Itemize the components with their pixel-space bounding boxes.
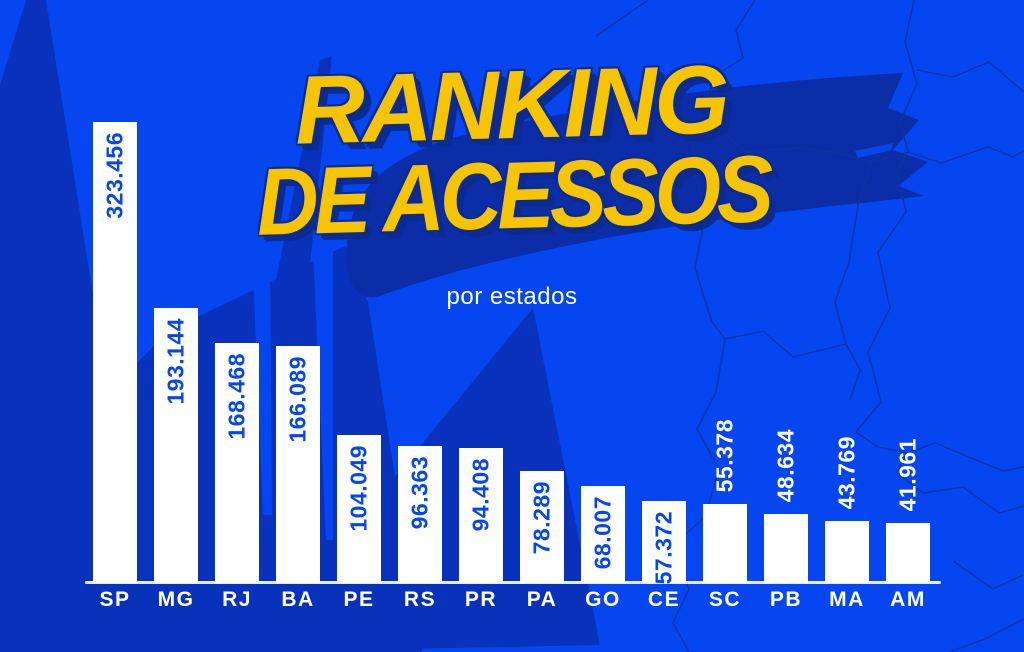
bar-PE — [337, 435, 381, 583]
bar-column-RS: 96.363 RS — [398, 69, 442, 611]
bar-SP — [93, 122, 137, 583]
bar-column-PA: 78.289 PA — [520, 69, 564, 611]
value-label-GO: 68.007 — [589, 496, 616, 570]
value-label-MA: 43.769 — [833, 435, 860, 509]
x-axis-label-PA: PA — [526, 588, 558, 611]
value-label-AM: 41.961 — [894, 437, 921, 511]
x-axis-label-MA: MA — [829, 588, 865, 611]
brazil-map-outline — [595, 0, 1024, 652]
x-axis-label-RJ: RJ — [222, 588, 252, 611]
x-axis-line — [85, 581, 941, 584]
x-axis-label-PB: PB — [769, 588, 803, 611]
x-axis-label-RS: RS — [403, 588, 437, 611]
value-label-BA: 166.089 — [284, 356, 311, 443]
x-axis-label-SP: SP — [99, 588, 131, 611]
value-label-MG: 193.144 — [162, 318, 189, 405]
bar-column-MA: 43.769 MA — [825, 69, 869, 611]
x-axis-label-PR: PR — [464, 588, 498, 611]
brush-gap-dash — [855, 143, 893, 158]
bar-PB — [764, 514, 808, 583]
x-axis-label-SC: SC — [708, 588, 742, 611]
value-label-PA: 78.289 — [528, 481, 555, 555]
bar-SC — [703, 504, 747, 583]
bar-column-SC: 55.378 SC — [703, 69, 747, 611]
x-axis-label-MG: MG — [157, 588, 195, 611]
x-axis-label-BA: BA — [281, 588, 315, 611]
x-axis-label-CE: CE — [647, 588, 681, 611]
bar-column-PB: 48.634 PB — [764, 69, 808, 611]
bar-MG — [154, 308, 198, 583]
value-label-PB: 48.634 — [772, 428, 799, 502]
brush-swoosh — [346, 73, 929, 298]
value-label-SP: 323.456 — [101, 132, 128, 219]
starburst-light-slits — [252, 243, 333, 540]
bar-column-RJ: 168.468 RJ — [215, 69, 259, 611]
value-label-RJ: 168.468 — [223, 353, 250, 440]
bar-column-SP: 323.456 SP — [93, 69, 137, 611]
bar-PA — [520, 471, 564, 583]
bar-RS — [398, 446, 442, 583]
chart-subtitle: por estados — [446, 283, 578, 310]
bar-column-PR: 94.408 PR — [459, 69, 503, 611]
value-label-SC: 55.378 — [711, 418, 738, 492]
bar-column-GO: 68.007 GO — [581, 69, 625, 611]
bar-BA — [276, 346, 320, 583]
bar-MA — [825, 521, 869, 583]
bar-column-AM: 41.961 AM — [886, 69, 930, 611]
bar-GO — [581, 486, 625, 583]
bar-RJ — [215, 343, 259, 583]
value-label-RS: 96.363 — [406, 456, 433, 530]
bar-column-BA: 166.089 BA — [276, 69, 320, 611]
value-label-PE: 104.049 — [345, 445, 372, 532]
x-axis-label-PE: PE — [343, 588, 375, 611]
bar-PR — [459, 448, 503, 583]
x-axis-label-AM: AM — [890, 588, 926, 611]
bar-CE — [642, 501, 686, 583]
x-axis-label-GO: GO — [585, 588, 621, 611]
bar-column-MG: 193.144 MG — [154, 69, 198, 611]
value-label-PR: 94.408 — [467, 458, 494, 532]
bar-column-CE: 57.372 CE — [642, 69, 686, 611]
value-label-CE: 57.372 — [650, 511, 677, 585]
bar-AM — [886, 523, 930, 583]
bar-column-PE: 104.049 PE — [337, 69, 381, 611]
